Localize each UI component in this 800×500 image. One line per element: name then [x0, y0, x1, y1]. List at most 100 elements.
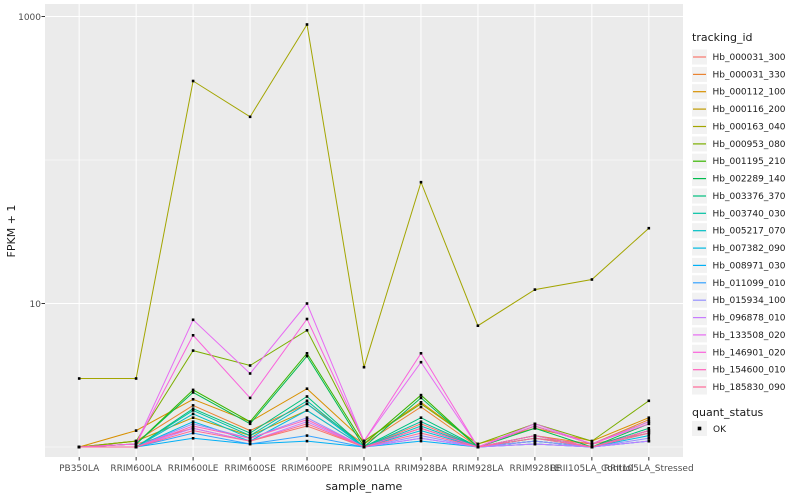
data-point: [419, 439, 423, 443]
data-point: [533, 434, 537, 437]
legend-item-label: Hb_000031_330: [713, 70, 786, 80]
data-point: [419, 402, 423, 406]
x-tick-label: RRIM901LA: [338, 464, 390, 474]
data-point: [419, 405, 423, 409]
data-point: [191, 427, 195, 430]
data-point: [590, 439, 594, 443]
legend-item: Hb_000031_300: [692, 49, 786, 65]
data-point: [647, 418, 651, 421]
data-point: [248, 431, 252, 435]
data-point: [248, 442, 252, 446]
data-point: [305, 424, 309, 428]
data-point: [191, 391, 195, 394]
data-point: [305, 416, 309, 419]
x-tick-label: RRIM600SE: [224, 464, 276, 474]
data-point: [419, 393, 423, 397]
legend-item: Hb_003740_030: [692, 205, 786, 221]
data-point: [248, 437, 252, 440]
legend-item-label: Hb_011099_010: [713, 279, 786, 289]
data-point: [305, 302, 309, 305]
data-point: [305, 317, 309, 321]
legend-item-label: Hb_000112_100: [713, 88, 786, 98]
legend-item-label: Hb_007382_090: [713, 244, 786, 254]
data-point: [533, 422, 537, 426]
data-point: [647, 422, 651, 426]
legend-item: Hb_000116_200: [692, 101, 786, 117]
data-point: [134, 442, 138, 446]
data-point: [419, 422, 423, 426]
x-axis-title: sample_name: [326, 480, 403, 493]
data-point: [533, 427, 537, 430]
legend-item: Hb_154600_010: [692, 362, 786, 378]
data-point: [590, 442, 594, 446]
x-tick-label: RRIM600LA: [110, 464, 162, 474]
data-point: [134, 377, 138, 380]
data-point: [476, 445, 480, 449]
data-point: [305, 395, 309, 398]
data-point: [419, 360, 423, 364]
x-tick-label: RRIM928LE: [509, 464, 560, 474]
data-point: [647, 429, 651, 432]
legend-item: Hb_001195_210: [692, 153, 786, 169]
legend-item: Hb_002289_140: [692, 171, 786, 187]
x-tick-label: RRII105LA_Control: [550, 464, 633, 474]
data-point: [647, 416, 651, 419]
legend-item: Hb_005217_070: [692, 223, 786, 239]
data-point: [533, 288, 537, 291]
x-tick-label: RRIM600LE: [168, 464, 219, 474]
legend-item-label: Hb_005217_070: [713, 227, 786, 237]
data-point: [476, 324, 480, 327]
data-point: [362, 439, 366, 443]
legend-item: Hb_007382_090: [692, 240, 786, 256]
data-point: [248, 372, 252, 375]
data-point: [305, 434, 309, 437]
data-point: [419, 396, 423, 400]
y-tick-label-10: 10: [30, 300, 42, 310]
data-point: [305, 354, 309, 358]
legend-item: Hb_008971_030: [692, 257, 786, 273]
data-point: [533, 439, 537, 443]
data-point: [533, 437, 537, 440]
data-point: [362, 445, 366, 449]
data-point: [191, 409, 195, 412]
data-point: [191, 420, 195, 423]
data-point: [647, 399, 651, 403]
legend-item-label: Hb_003376_370: [713, 192, 786, 202]
data-point: [191, 79, 195, 83]
legend-item: Hb_096878_010: [692, 310, 786, 326]
x-tick-label: RRIM600PE: [281, 464, 333, 474]
data-point: [305, 402, 309, 406]
legend-item: Hb_015934_100: [692, 292, 786, 308]
data-point: [476, 442, 480, 446]
data-point: [191, 412, 195, 416]
data-point: [647, 226, 651, 230]
data-point: [419, 427, 423, 430]
data-point: [191, 422, 195, 426]
legend-item: Hb_133508_020: [692, 327, 786, 343]
legend-item-label: Hb_133508_020: [713, 331, 786, 341]
data-point: [647, 437, 651, 440]
data-point: [305, 409, 309, 412]
data-point: [647, 420, 651, 423]
data-point: [305, 399, 309, 403]
data-point: [419, 429, 423, 432]
data-point: [191, 407, 195, 410]
data-point: [191, 431, 195, 435]
data-point: [419, 431, 423, 435]
data-point: [191, 429, 195, 432]
data-point: [647, 434, 651, 437]
legend-quant-ok-label: OK: [713, 425, 727, 435]
data-point: [77, 377, 81, 380]
data-point: [191, 424, 195, 428]
data-point: [248, 420, 252, 423]
x-tick-label: RRIM928BA: [395, 464, 448, 474]
data-point: [305, 422, 309, 426]
legend-item: Hb_000163_040: [692, 119, 786, 134]
quant-legend-point: [697, 426, 702, 431]
data-point: [305, 420, 309, 423]
legend-item-label: Hb_002289_140: [713, 175, 786, 185]
legend-item-label: Hb_000116_200: [713, 105, 786, 115]
legend-item: Hb_185830_090: [692, 379, 786, 395]
legend-item: Hb_146901_020: [692, 344, 786, 360]
